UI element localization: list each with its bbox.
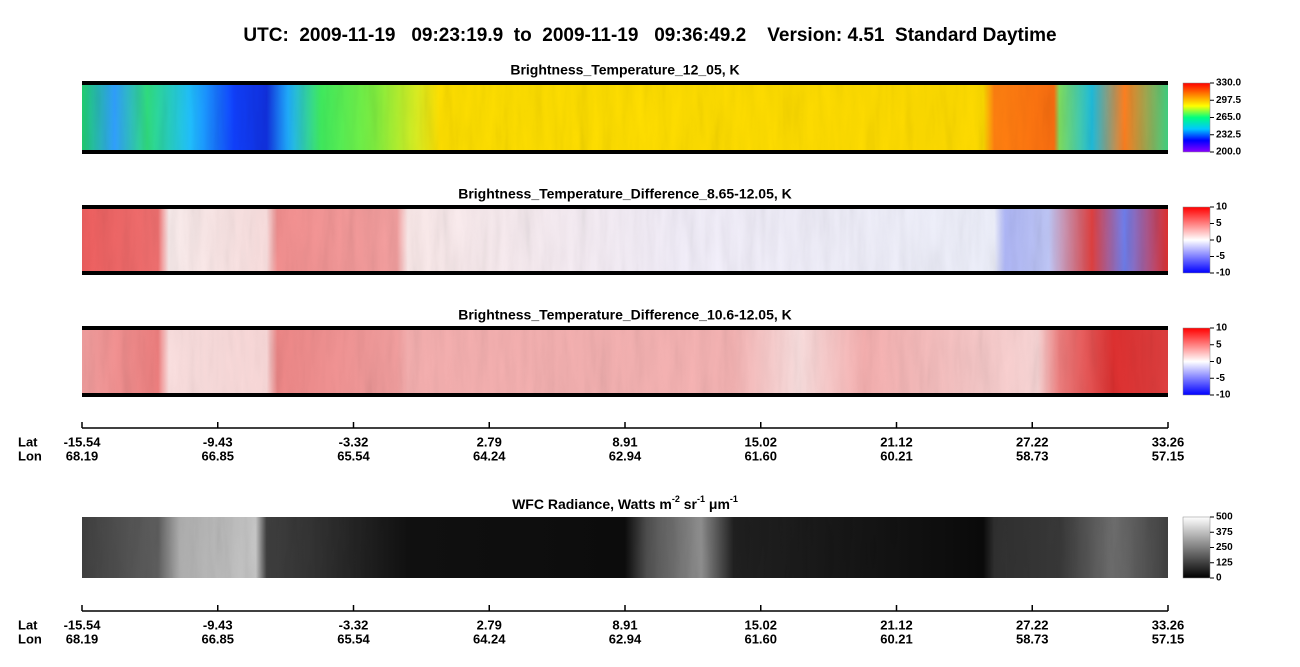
- axis-label: Lat: [18, 617, 38, 632]
- lat-tick-label: -3.32: [339, 617, 369, 632]
- lat-tick-label: -15.54: [64, 434, 102, 449]
- lon-tick-label: 62.94: [609, 448, 642, 463]
- colorbar-tick-label: -10: [1216, 390, 1231, 401]
- colorbar-tick-label: -5: [1216, 373, 1225, 384]
- lon-tick-label: 65.54: [337, 448, 370, 463]
- heatmap-texture: [82, 83, 1168, 152]
- colorbar-tick-label: 0: [1216, 235, 1222, 246]
- colorbar-tick-label: 200.0: [1216, 147, 1241, 158]
- lat-tick-label: -3.32: [339, 434, 369, 449]
- colorbar-tick-label: 125: [1216, 557, 1233, 568]
- lat-tick-label: -9.43: [203, 617, 233, 632]
- lon-tick-label: 57.15: [1152, 448, 1185, 463]
- colorbar: [1182, 327, 1211, 396]
- title-superscript: -1: [730, 494, 738, 504]
- scan-edge: [82, 150, 1168, 154]
- axis-label: Lon: [18, 448, 42, 463]
- colorbar-tick-label: 375: [1216, 527, 1233, 538]
- colorbar-tick-label: 330.0: [1216, 78, 1241, 89]
- colorbar-tick-label: 250: [1216, 542, 1233, 553]
- colorbar-tick-label: 5: [1216, 218, 1222, 229]
- colorbar-tick-label: -5: [1216, 251, 1225, 262]
- heatmap-texture: [82, 207, 1168, 273]
- colorbar: [1182, 516, 1211, 579]
- lon-tick-label: 61.60: [744, 631, 777, 646]
- colorbar: [1182, 82, 1211, 153]
- lon-tick-label: 68.19: [66, 448, 99, 463]
- axis-label: Lat: [18, 434, 38, 449]
- lat-tick-label: 27.22: [1016, 617, 1049, 632]
- lat-tick-label: 15.02: [744, 617, 777, 632]
- lon-tick-label: 61.60: [744, 448, 777, 463]
- lat-tick-label: 8.91: [612, 617, 637, 632]
- lat-tick-label: 21.12: [880, 434, 913, 449]
- lat-tick-label: -9.43: [203, 434, 233, 449]
- panel-title: WFC Radiance, Watts m-2 sr-1 μm-1: [512, 494, 738, 511]
- lon-tick-label: 60.21: [880, 448, 913, 463]
- colorbar: [1182, 206, 1211, 274]
- axis-label: Lon: [18, 631, 42, 646]
- lon-tick-label: 58.73: [1016, 631, 1049, 646]
- lon-tick-label: 64.24: [473, 448, 506, 463]
- lon-tick-label: 66.85: [201, 631, 234, 646]
- colorbar-tick-label: -10: [1216, 268, 1231, 279]
- title-superscript: -2: [672, 494, 680, 504]
- panel-title: Brightness_Temperature_12_05, K: [510, 62, 739, 78]
- lat-tick-label: 33.26: [1152, 434, 1185, 449]
- lat-tick-label: 21.12: [880, 617, 913, 632]
- title-superscript: -1: [697, 494, 705, 504]
- colorbar-tick-label: 5: [1216, 339, 1222, 350]
- lat-tick-label: 2.79: [477, 434, 502, 449]
- colorbar-tick-label: 232.5: [1216, 129, 1241, 140]
- colorbar-tick-label: 0: [1216, 356, 1222, 367]
- heatmap-texture: [82, 517, 1168, 578]
- page-title: UTC: 2009-11-19 09:23:19.9 to 2009-11-19…: [243, 25, 1056, 46]
- colorbar-tick-label: 500: [1216, 512, 1233, 523]
- colorbar-tick-label: 10: [1216, 202, 1228, 213]
- colorbar-tick-label: 0: [1216, 573, 1222, 584]
- lon-tick-label: 65.54: [337, 631, 370, 646]
- lon-tick-label: 57.15: [1152, 631, 1185, 646]
- lat-tick-label: 8.91: [612, 434, 637, 449]
- panel-title: Brightness_Temperature_Difference_10.6-1…: [458, 307, 792, 323]
- scan-edge: [82, 393, 1168, 397]
- scan-edge: [82, 326, 1168, 330]
- lon-tick-label: 66.85: [201, 448, 234, 463]
- lon-tick-label: 62.94: [609, 631, 642, 646]
- lon-tick-label: 58.73: [1016, 448, 1049, 463]
- lat-tick-label: 2.79: [477, 617, 502, 632]
- lat-tick-label: 33.26: [1152, 617, 1185, 632]
- panel-title: Brightness_Temperature_Difference_8.65-1…: [458, 186, 792, 202]
- heatmap-texture: [82, 328, 1168, 395]
- title-part: μm: [705, 496, 730, 512]
- scan-edge: [82, 271, 1168, 275]
- title-part: WFC Radiance, Watts m: [512, 496, 672, 512]
- colorbar-tick-label: 10: [1216, 323, 1228, 334]
- lon-tick-label: 60.21: [880, 631, 913, 646]
- title-part: sr: [680, 496, 698, 512]
- lon-tick-label: 68.19: [66, 631, 99, 646]
- lat-tick-label: -15.54: [64, 617, 102, 632]
- lat-tick-label: 15.02: [744, 434, 777, 449]
- colorbar-tick-label: 265.0: [1216, 112, 1241, 123]
- lon-tick-label: 64.24: [473, 631, 506, 646]
- scan-edge: [82, 81, 1168, 85]
- colorbar-tick-label: 297.5: [1216, 95, 1241, 106]
- scan-edge: [82, 205, 1168, 209]
- lat-tick-label: 27.22: [1016, 434, 1049, 449]
